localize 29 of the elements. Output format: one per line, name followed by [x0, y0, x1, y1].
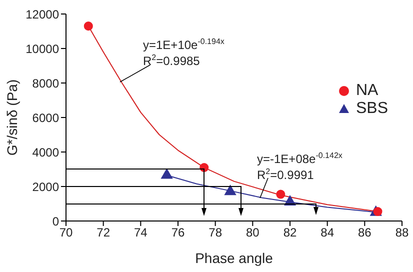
y-tick-label: 12000: [26, 7, 60, 22]
x-axis-title: Phase angle: [195, 250, 274, 266]
point: [160, 168, 173, 179]
point: [84, 22, 93, 31]
x-tick-label: 88: [395, 226, 409, 240]
annotation: y=1E+10e$^{-0.194x}$: [143, 36, 224, 52]
x-tick-label: 80: [246, 226, 260, 240]
x-tick-label: 72: [96, 226, 110, 240]
x-tick-label: 74: [134, 226, 148, 240]
annotation: y=-1E+08e$^{-0.142x}$: [257, 150, 342, 166]
y-tick-label: 4000: [32, 145, 60, 160]
legend-label: NA: [356, 82, 378, 100]
annotation: R$^{2}$=0.9991: [257, 166, 314, 182]
x-tick-label: 84: [320, 226, 334, 240]
y-tick-label: 0: [52, 214, 60, 228]
x-tick-label: 86: [358, 226, 372, 240]
annotation: R$^{2}$=0.9985: [143, 52, 200, 68]
y-axis-title: G*/sinδ (Pa): [4, 79, 20, 156]
x-tick-label: 82: [283, 226, 297, 240]
legend-label: SBS: [356, 100, 388, 118]
y-tick-label: 8000: [32, 76, 60, 90]
y-tick-label: 2000: [32, 180, 60, 194]
point: [224, 184, 236, 196]
x-tick-label: 78: [208, 226, 222, 240]
x-tick-label: 76: [171, 226, 185, 240]
y-tick-label: 10000: [26, 42, 60, 56]
point: [276, 190, 286, 199]
y-tick-label: 6000: [32, 110, 60, 125]
x-tick-label: 70: [59, 226, 73, 240]
